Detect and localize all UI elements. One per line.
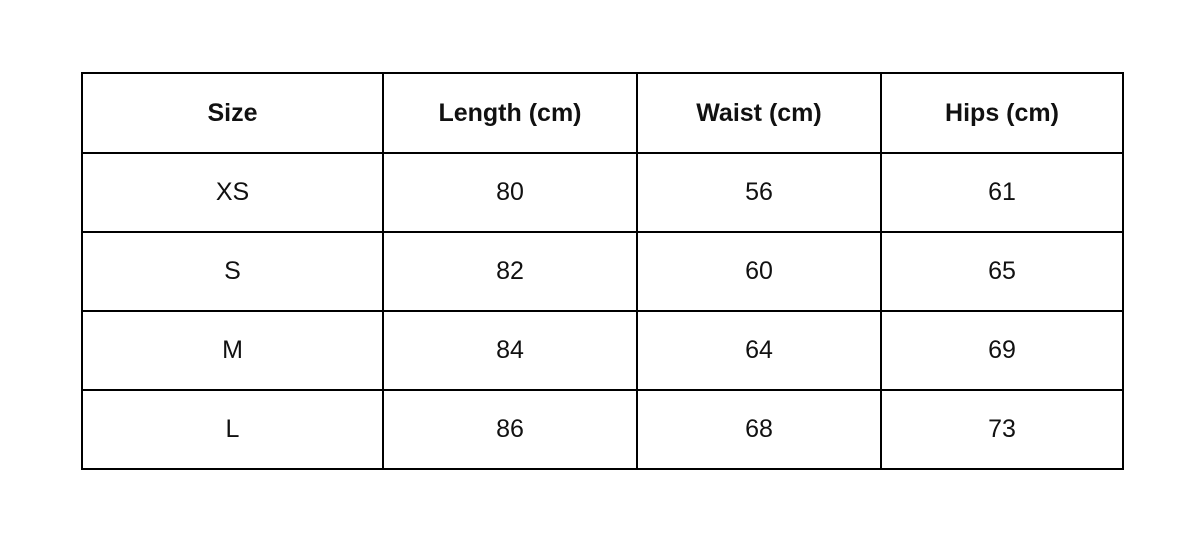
table-cell: 65 [880,231,1124,312]
header-row: Size Length (cm) Waist (cm) Hips (cm) [81,72,1124,154]
table-cell: S [81,231,384,312]
size-table: Size Length (cm) Waist (cm) Hips (cm) XS 80 5… [81,72,1124,470]
table-cell: 61 [880,152,1124,233]
header-cell: Hips (cm) [880,72,1124,154]
table-cell: 82 [382,231,638,312]
table-cell: M [81,310,384,391]
table-row: S 82 60 65 [81,231,1124,312]
table-cell: XS [81,152,384,233]
table-cell: 80 [382,152,638,233]
table-cell: 86 [382,389,638,470]
table-cell: 64 [636,310,882,391]
table-cell: 69 [880,310,1124,391]
table-cell: 68 [636,389,882,470]
header-cell: Size [81,72,384,154]
table-row: XS 80 56 61 [81,152,1124,233]
table-row: M 84 64 69 [81,310,1124,391]
table-row: L 86 68 73 [81,389,1124,470]
table-cell: 56 [636,152,882,233]
table-cell: 73 [880,389,1124,470]
table-cell: 60 [636,231,882,312]
table-cell: 84 [382,310,638,391]
table-cell: L [81,389,384,470]
header-cell: Waist (cm) [636,72,882,154]
table-body: XS 80 56 61 S 82 60 65 M 84 64 69 L 86 68 73 [81,152,1124,470]
header-cell: Length (cm) [382,72,638,154]
